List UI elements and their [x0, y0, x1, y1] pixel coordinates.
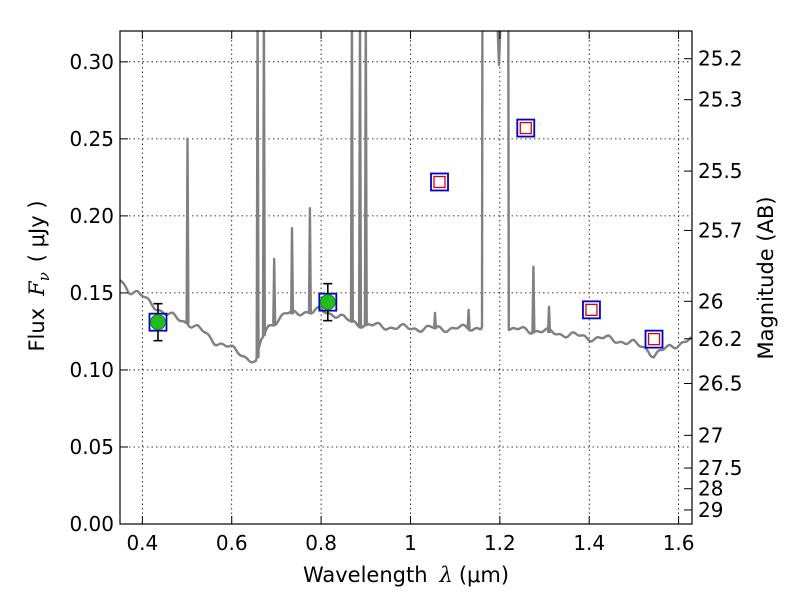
grid-lines	[120, 31, 692, 525]
photometry-points	[148, 118, 664, 349]
y-axis-ticks: 0.00 0.05 0.10 0.15 0.20 0.25 0.30	[69, 50, 128, 536]
model-flux-point	[582, 300, 601, 320]
magnitude-tick-label: 28	[698, 477, 723, 501]
x-axis-label: Wavelength λ (μm)	[303, 563, 509, 587]
y-tick-label: 0.10	[69, 358, 114, 382]
y-tick-label: 0.15	[69, 281, 114, 305]
magnitude-tick-label: 27	[698, 423, 723, 447]
detected-flux-point	[148, 302, 168, 342]
y-tick-label: 0.05	[69, 435, 114, 459]
detected-flux-point	[318, 282, 338, 322]
magnitude-tick-label: 27.5	[698, 456, 743, 480]
observed-flux-marker	[149, 314, 166, 331]
y-tick-label: 0.25	[69, 127, 114, 151]
magnitude-tick-label: 25.2	[698, 47, 743, 71]
observed-flux-marker	[319, 294, 336, 311]
model-flux-point	[430, 172, 449, 192]
y-tick-label: 0.30	[69, 50, 114, 74]
plot-area	[120, 31, 692, 524]
x-axis-ticks: 0.4 0.6 0.8 1 1.2 1.4 1.6	[126, 31, 695, 555]
magnitude-tick-label: 29	[698, 498, 723, 522]
spectrum-layer	[120, 31, 692, 364]
x-tick-label: 1.6	[663, 531, 695, 555]
magnitude-tick-label: 26.2	[698, 327, 743, 351]
x-tick-label: 1	[404, 531, 417, 555]
x-tick-label: 1.4	[573, 531, 605, 555]
magnitude-axis-label: Magnitude (AB)	[754, 196, 778, 359]
model-flux-point	[516, 118, 536, 138]
x-tick-label: 0.4	[126, 531, 158, 555]
plot-frame	[119, 30, 693, 525]
model-band-inner-square	[519, 121, 532, 135]
model-band-inner-square	[647, 332, 661, 346]
x-tick-label: 1.2	[484, 531, 516, 555]
y-axis-label: FluxFν( μJy )	[25, 200, 53, 351]
model-band-inner-square	[585, 303, 598, 317]
y-tick-label: 0.20	[69, 204, 114, 228]
magnitude-tick-label: 25.7	[698, 218, 743, 242]
x-tick-label: 0.8	[305, 531, 337, 555]
magnitude-tick-label: 26.5	[698, 371, 743, 395]
model-band-inner-square	[433, 175, 446, 189]
magnitude-tick-label: 25.3	[698, 88, 743, 112]
x-tick-label: 0.6	[216, 531, 248, 555]
model-flux-point	[644, 329, 664, 349]
magnitude-tick-label: 25.5	[698, 159, 743, 183]
magnitude-tick-label: 26	[698, 289, 723, 313]
y-tick-label: 0.00	[69, 512, 114, 536]
model-spectrum-line	[120, 31, 692, 364]
